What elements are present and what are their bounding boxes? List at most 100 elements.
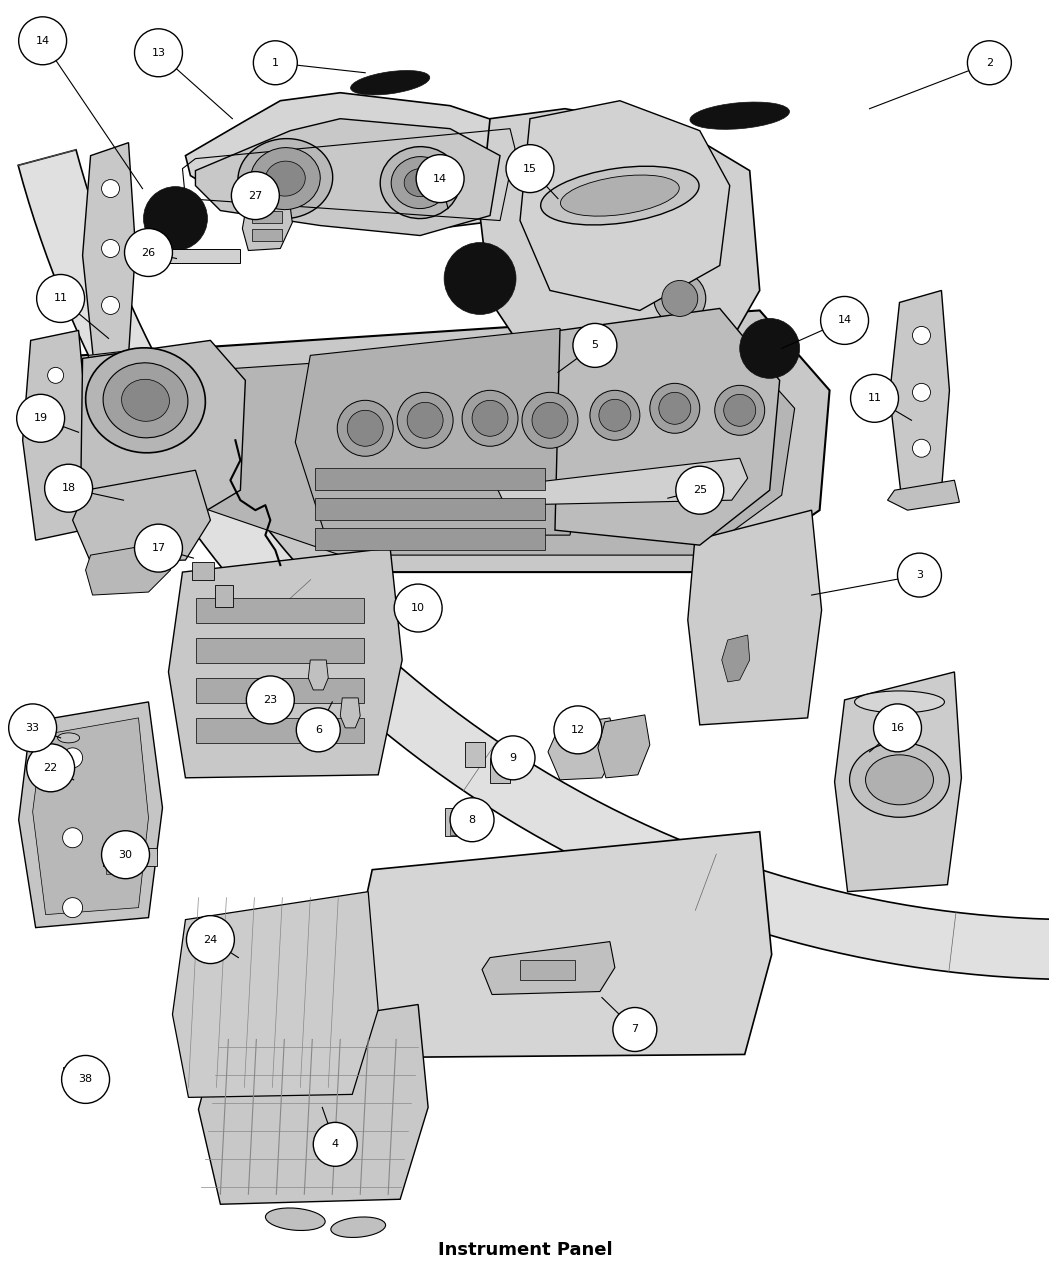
- Text: 14: 14: [36, 36, 49, 46]
- Circle shape: [63, 827, 83, 848]
- Polygon shape: [126, 335, 795, 555]
- Polygon shape: [548, 718, 617, 780]
- Circle shape: [416, 154, 464, 203]
- Polygon shape: [23, 330, 88, 541]
- Polygon shape: [76, 310, 830, 572]
- Polygon shape: [887, 481, 960, 510]
- Polygon shape: [295, 329, 590, 536]
- Circle shape: [590, 390, 639, 440]
- Circle shape: [47, 417, 64, 434]
- Bar: [450, 820, 478, 835]
- Polygon shape: [889, 291, 949, 499]
- Circle shape: [394, 584, 442, 632]
- Circle shape: [407, 403, 443, 439]
- Text: 10: 10: [412, 603, 425, 613]
- Circle shape: [723, 394, 756, 426]
- Ellipse shape: [690, 102, 790, 129]
- Polygon shape: [186, 93, 520, 231]
- Circle shape: [739, 319, 800, 379]
- Bar: [152, 249, 240, 264]
- Circle shape: [821, 297, 868, 344]
- Circle shape: [296, 708, 340, 752]
- Circle shape: [247, 676, 294, 724]
- Circle shape: [598, 399, 631, 431]
- Circle shape: [37, 274, 85, 323]
- Text: 12: 12: [571, 725, 585, 734]
- Bar: [445, 808, 485, 835]
- Polygon shape: [86, 348, 155, 379]
- Ellipse shape: [404, 168, 436, 196]
- Text: 11: 11: [54, 293, 67, 303]
- Ellipse shape: [35, 725, 57, 734]
- Bar: [103, 848, 158, 866]
- Circle shape: [63, 898, 83, 918]
- Circle shape: [17, 394, 65, 442]
- Text: 8: 8: [468, 815, 476, 825]
- Text: 3: 3: [916, 570, 923, 580]
- Text: 15: 15: [523, 163, 537, 173]
- Bar: [192, 562, 214, 580]
- Text: 25: 25: [693, 486, 707, 495]
- Circle shape: [676, 467, 723, 514]
- Text: 16: 16: [890, 723, 904, 733]
- Bar: [465, 742, 485, 766]
- Ellipse shape: [561, 175, 679, 217]
- Ellipse shape: [865, 755, 933, 805]
- Ellipse shape: [392, 157, 449, 209]
- Circle shape: [63, 748, 83, 768]
- Polygon shape: [498, 458, 748, 505]
- Ellipse shape: [654, 273, 706, 324]
- Polygon shape: [83, 143, 135, 361]
- Bar: [315, 499, 545, 520]
- Polygon shape: [688, 510, 821, 725]
- Circle shape: [348, 411, 383, 446]
- Circle shape: [397, 393, 454, 449]
- Text: 23: 23: [264, 695, 277, 705]
- Circle shape: [102, 240, 120, 258]
- Text: 11: 11: [867, 393, 882, 403]
- Circle shape: [47, 470, 64, 486]
- Circle shape: [231, 172, 279, 219]
- Circle shape: [613, 1007, 657, 1052]
- Text: 4: 4: [332, 1140, 339, 1149]
- Circle shape: [19, 17, 66, 65]
- Circle shape: [472, 400, 508, 436]
- Polygon shape: [721, 635, 750, 682]
- Circle shape: [144, 186, 208, 250]
- Bar: [252, 210, 282, 223]
- Circle shape: [573, 324, 617, 367]
- Ellipse shape: [849, 742, 949, 817]
- Text: 13: 13: [151, 47, 166, 57]
- Text: 38: 38: [79, 1075, 92, 1085]
- Circle shape: [102, 831, 149, 878]
- Ellipse shape: [662, 280, 698, 316]
- Circle shape: [444, 242, 516, 315]
- Circle shape: [26, 743, 75, 792]
- Circle shape: [45, 464, 92, 513]
- Circle shape: [491, 736, 536, 780]
- Bar: [252, 228, 282, 241]
- Polygon shape: [18, 150, 1050, 979]
- Polygon shape: [195, 119, 500, 236]
- Circle shape: [522, 393, 578, 449]
- Polygon shape: [555, 309, 780, 546]
- Text: 6: 6: [315, 725, 321, 734]
- Ellipse shape: [250, 148, 320, 209]
- Text: 5: 5: [591, 340, 598, 351]
- Polygon shape: [72, 470, 210, 562]
- Bar: [215, 585, 233, 607]
- Bar: [315, 468, 545, 490]
- Polygon shape: [243, 193, 292, 250]
- Text: 17: 17: [151, 543, 166, 553]
- Polygon shape: [510, 320, 710, 393]
- Polygon shape: [358, 831, 772, 1057]
- Text: 22: 22: [43, 762, 58, 773]
- Polygon shape: [482, 942, 615, 995]
- Bar: [315, 528, 545, 550]
- Circle shape: [125, 228, 172, 277]
- Bar: [63, 1067, 103, 1088]
- Circle shape: [8, 704, 57, 752]
- Ellipse shape: [266, 161, 306, 196]
- Text: 14: 14: [838, 315, 852, 325]
- Text: 9: 9: [509, 752, 517, 762]
